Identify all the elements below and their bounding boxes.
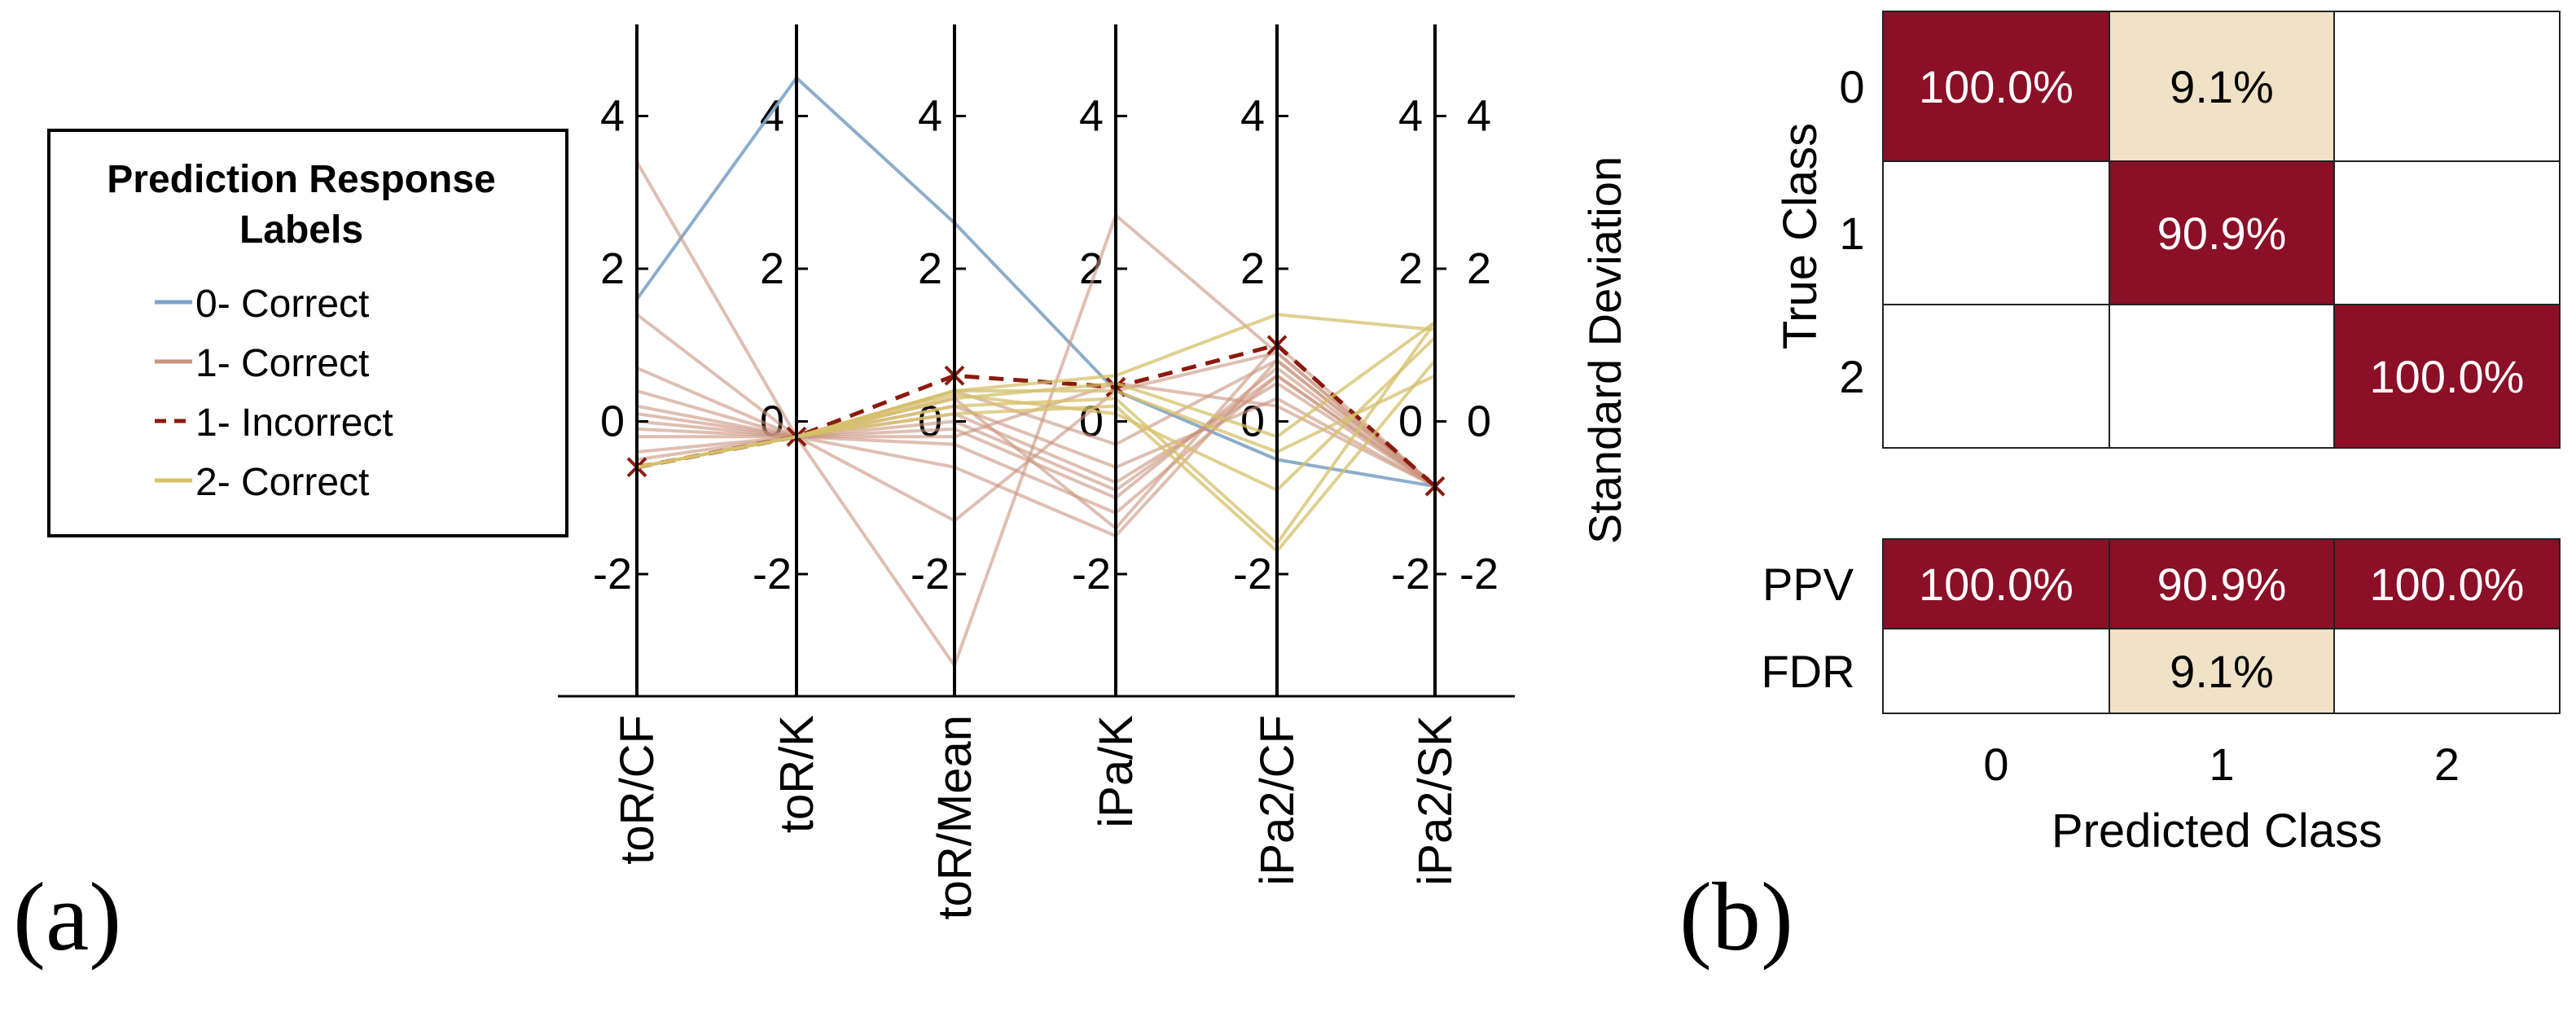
predicted-class-tick: 2	[2434, 739, 2460, 790]
true-class-tick: 2	[1839, 351, 1864, 402]
cell-value: 100.0%	[1919, 559, 2074, 610]
y-tick-label: -2	[1233, 550, 1272, 599]
cell-value: 100.0%	[1919, 61, 2074, 112]
legend-entry-label: 1- Correct	[195, 342, 369, 385]
true-class-label: True Class	[1774, 123, 1827, 349]
y-tick-label: 2	[1398, 244, 1423, 293]
cell-value: 9.1%	[2170, 61, 2274, 112]
y-tick-label: 4	[1398, 92, 1423, 141]
y-tick-label: -2	[1459, 550, 1499, 599]
matrix-cell: 100.0%	[1882, 11, 2110, 162]
matrix-cell: 90.9%	[2109, 538, 2335, 629]
axis-category-label: iPa2/CF	[1251, 715, 1304, 886]
matrix-cells: 100.0% 9.1% 90.9% 100.0%	[1882, 11, 2561, 449]
y-tick-label: 2	[1240, 244, 1265, 293]
y-tick-label: 0	[600, 397, 625, 446]
legend-entries: 0- Correct 1- Correct 1- Incorrect 2- Corre…	[155, 283, 393, 504]
cell-value: 90.9%	[2157, 208, 2287, 259]
panel-a-label: (a)	[13, 862, 122, 971]
true-class-tick: 0	[1839, 61, 1864, 112]
matrix-cell: 90.9%	[2109, 160, 2335, 305]
matrix-labels: 0 1 2 PPV FDR 0 1 2	[1761, 61, 2460, 790]
summary-row-label: PPV	[1762, 559, 1854, 610]
series-lines	[626, 75, 1446, 669]
series-line	[636, 335, 1437, 493]
parallel-axes	[558, 24, 1515, 698]
y-tick-label: 4	[600, 92, 625, 141]
cell-value: 100.0%	[2370, 351, 2525, 402]
matrix-cell	[2333, 11, 2561, 162]
y-tick-label: 2	[760, 244, 784, 293]
y-tick-label: -2	[911, 550, 950, 599]
legend: Prediction Response Labels 0- Correct 1- …	[47, 129, 568, 537]
legend-entry-label: 0- Correct	[195, 283, 369, 326]
axis-labels: toR/CF toR/K toR/Mean iPa/K iPa2/CF iPa2/SK	[611, 715, 1462, 920]
y-tick-label: 4	[1240, 92, 1265, 141]
y-axis-label: Standard Deviation	[1579, 156, 1630, 544]
true-class-tick: 1	[1839, 208, 1864, 259]
y-tick-label: 0	[1467, 397, 1491, 446]
matrix-cell	[2333, 628, 2561, 714]
y-tick-label: 4	[918, 92, 942, 141]
axis-category-label: toR/CF	[611, 715, 664, 865]
y-tick-label: 4	[1467, 92, 1491, 141]
matrix-cell: 9.1%	[2109, 11, 2335, 162]
cell-value: 90.9%	[2157, 559, 2287, 610]
cell-value: 100.0%	[2370, 559, 2525, 610]
y-tick-label: -2	[753, 550, 792, 599]
y-tick-label: 4	[1079, 92, 1104, 141]
matrix-cell	[2333, 160, 2561, 305]
legend-title-line-2: Labels	[239, 208, 363, 252]
matrix-cell: 100.0%	[2333, 538, 2561, 629]
predicted-class-tick: 0	[1983, 739, 2008, 790]
y-tick-label: -2	[593, 550, 632, 599]
legend-title-line-1: Prediction Response	[107, 158, 495, 201]
predicted-class-label: Predicted Class	[2052, 805, 2382, 857]
matrix-cell: 100.0%	[2333, 304, 2561, 449]
summary-cells: 100.0% 90.9% 100.0% 9.1%	[1882, 538, 2561, 714]
confusion-matrix-chart: 100.0% 9.1% 90.9% 100.0% 100.0% 90.9% 100.0% 9…	[1761, 11, 2561, 857]
summary-row-label: FDR	[1761, 646, 1854, 697]
series-line	[637, 358, 1437, 488]
axis-category-label: iPa/K	[1090, 715, 1143, 828]
y-tick-label: 2	[600, 244, 625, 293]
y-tick-label: 0	[1398, 397, 1423, 446]
matrix-cell	[1882, 160, 2110, 305]
legend-entry-label: 1- Incorrect	[195, 401, 393, 445]
y-tick-label: -2	[1391, 550, 1430, 599]
cell-value: 9.1%	[2170, 646, 2274, 697]
matrix-cell	[1882, 304, 2110, 449]
panel-b-label: (b)	[1679, 862, 1793, 971]
legend-box	[47, 129, 568, 537]
y-tick-label: -2	[1072, 550, 1111, 599]
matrix-cell: 9.1%	[2109, 628, 2335, 714]
y-tick-label: 2	[918, 244, 942, 293]
predicted-class-tick: 1	[2209, 739, 2234, 790]
axis-category-label: toR/Mean	[928, 715, 981, 919]
matrix-cell	[2109, 304, 2335, 449]
matrix-cell	[1882, 628, 2110, 714]
axis-category-label: iPa2/SK	[1409, 715, 1462, 886]
axis-category-label: toR/K	[770, 715, 823, 833]
y-tick-label: 2	[1467, 244, 1491, 293]
legend-entry-label: 2- Correct	[195, 461, 369, 504]
matrix-cell: 100.0%	[1882, 538, 2110, 629]
